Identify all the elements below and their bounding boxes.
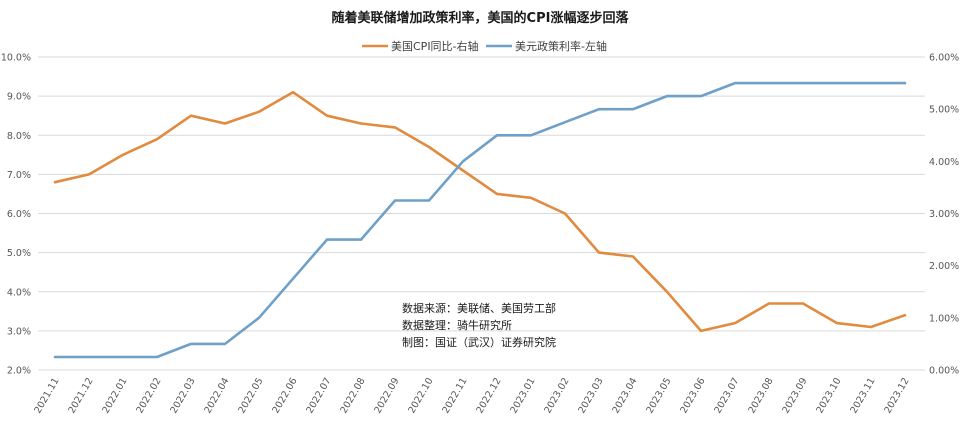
right-tick-label: 2.00% [929, 261, 959, 272]
x-tick-label: 2023.04 [610, 376, 639, 416]
annotation-line-source: 数据来源：美联储、美国劳工部 [402, 301, 556, 315]
gridlines [38, 56, 925, 371]
left-tick-label: 8.0% [7, 131, 31, 142]
x-tick-label: 2023.09 [780, 376, 809, 416]
right-tick-label: 5.00% [929, 105, 959, 116]
legend: 美国CPI同比-右轴 美元政策利率-左轴 [362, 39, 607, 53]
left-tick-label: 2.0% [7, 366, 31, 377]
left-axis: 2.0% 3.0% 4.0% 5.0% 6.0% 7.0% 8.0% 9.0% 10.0% [1, 53, 31, 377]
left-tick-label: 3.0% [7, 326, 31, 337]
x-tick-label: 2022.04 [202, 376, 231, 416]
legend-label-rate: 美元政策利率-左轴 [515, 39, 607, 53]
annotation-line-compiler: 数据整理：骑牛研究所 [402, 318, 512, 332]
x-tick-label: 2021.12 [66, 376, 95, 416]
x-tick-label: 2022.08 [338, 376, 367, 416]
x-tick-label: 2023.01 [508, 376, 537, 416]
series-line-cpi [53, 90, 907, 333]
x-tick-label: 2022.10 [406, 376, 435, 416]
x-tick-label: 2022.09 [372, 376, 401, 416]
left-tick-label: 6.0% [7, 209, 31, 220]
left-tick-label: 7.0% [7, 170, 31, 181]
x-tick-label: 2023.12 [882, 376, 911, 416]
chart-title: 随着美联储增加政策利率，美国的CPI涨幅逐步回落 [332, 10, 630, 26]
x-tick-label: 2023.08 [746, 376, 775, 416]
x-tick-label: 2022.03 [168, 376, 197, 416]
x-tick-label: 2022.01 [100, 376, 129, 416]
left-tick-label: 9.0% [7, 92, 31, 103]
right-tick-label: 0.00% [929, 366, 959, 377]
x-tick-label: 2022.06 [270, 376, 299, 416]
series-layer [53, 81, 907, 359]
right-axis: 0.00% 1.00% 2.00% 3.00% 4.00% 5.00% 6.00% [929, 53, 959, 377]
x-tick-label: 2022.12 [474, 376, 503, 416]
annotation-line-chart-by: 制图：国证（武汉）证券研究院 [402, 335, 556, 349]
right-tick-label: 3.00% [929, 209, 959, 220]
series-line-policy-rate [53, 81, 907, 359]
x-tick-label: 2022.07 [304, 376, 333, 416]
x-axis: 2021.11 2021.12 2022.01 2022.02 2022.03 2022.… [32, 376, 911, 416]
left-tick-label: 5.0% [7, 248, 31, 259]
legend-label-cpi: 美国CPI同比-右轴 [391, 39, 479, 53]
right-tick-label: 4.00% [929, 157, 959, 168]
x-tick-label: 2022.02 [134, 376, 163, 416]
right-tick-label: 6.00% [929, 53, 959, 64]
x-tick-label: 2023.02 [542, 376, 571, 416]
x-tick-label: 2023.11 [848, 376, 877, 416]
x-tick-label: 2021.11 [32, 376, 61, 416]
source-annotation: 数据来源：美联储、美国劳工部 数据整理：骑牛研究所 制图：国证（武汉）证券研究院 [402, 301, 556, 349]
left-tick-label: 10.0% [1, 53, 31, 64]
x-tick-label: 2023.03 [576, 376, 605, 416]
x-tick-label: 2023.10 [814, 376, 843, 416]
x-tick-label: 2023.07 [712, 376, 741, 416]
left-tick-label: 4.0% [7, 287, 31, 298]
right-tick-label: 1.00% [929, 313, 959, 324]
x-tick-label: 2022.05 [236, 376, 265, 416]
x-tick-label: 2023.06 [678, 376, 707, 416]
x-tick-label: 2022.11 [440, 376, 469, 416]
x-tick-label: 2023.05 [644, 376, 673, 416]
